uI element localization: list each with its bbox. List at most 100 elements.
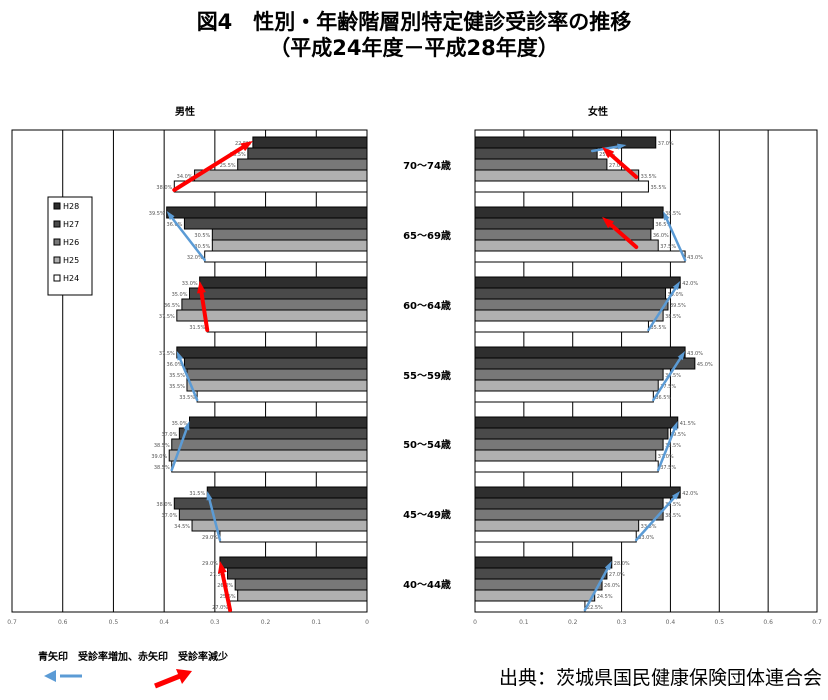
- panel-title-female: 女性: [588, 107, 608, 118]
- data-label: 33.5%: [641, 174, 657, 180]
- bar-h28: [474, 206, 664, 219]
- bar-h25: [474, 379, 659, 392]
- bar-h25: [194, 169, 368, 182]
- data-label: 27.5%: [210, 572, 226, 578]
- data-label: 33.5%: [179, 395, 195, 401]
- blue-arrow-head: [672, 281, 681, 291]
- data-label: 37.0%: [161, 513, 177, 519]
- data-label: 30.5%: [194, 244, 210, 250]
- data-label: 33.0%: [638, 535, 654, 541]
- tick-label: 0.2: [568, 619, 578, 626]
- age-label-70-74: 70～74歳: [403, 161, 451, 172]
- red-arrow: [220, 570, 233, 612]
- tick-label: 0.4: [666, 619, 676, 626]
- red-arrow: [199, 290, 210, 332]
- bar-h25: [474, 309, 664, 322]
- data-label: 34.5%: [174, 524, 190, 530]
- data-label: 45.0%: [697, 362, 713, 368]
- bar-h27: [474, 287, 667, 300]
- red-arrow: [172, 145, 245, 192]
- blue-arrow-head: [604, 561, 612, 571]
- bar-h27: [173, 497, 368, 510]
- data-label: 32.0%: [187, 255, 203, 261]
- data-label: 37.5%: [159, 351, 175, 357]
- bar-h24: [229, 600, 368, 613]
- legend-label: H27: [63, 220, 79, 229]
- data-label: 23.5%: [230, 152, 246, 158]
- data-label: 38.5%: [665, 211, 681, 217]
- bar-h24: [173, 180, 368, 193]
- bar-h25: [211, 239, 368, 252]
- data-label: 29.0%: [202, 535, 218, 541]
- data-label: 39.0%: [151, 454, 167, 460]
- bar-h24: [474, 250, 686, 263]
- blue-arrow-head: [206, 491, 213, 501]
- legend-label: H26: [63, 238, 79, 247]
- bar-h27: [474, 357, 696, 370]
- legend-red-arrow: [154, 673, 181, 689]
- legend-swatch-h26: [53, 238, 61, 246]
- chart-title: 図4 性別・年齢階層別特定健診受診率の推移: [196, 10, 632, 34]
- data-label: 41.5%: [680, 421, 696, 427]
- bar-h28: [474, 416, 679, 429]
- bar-h27: [474, 427, 669, 440]
- blue-arrow-head: [671, 491, 681, 500]
- age-label-65-69: 65～69歳: [403, 231, 451, 242]
- age-label-60-64: 60～64歳: [403, 301, 451, 312]
- data-label: 43.0%: [687, 255, 703, 261]
- data-label: 42.0%: [682, 491, 698, 497]
- data-label: 28.0%: [614, 561, 630, 567]
- data-label: 38.5%: [154, 465, 170, 471]
- data-label: 39.0%: [668, 292, 684, 298]
- bar-h25: [474, 449, 657, 462]
- legend-blue-arrow-head: [44, 670, 56, 682]
- bar-h28: [474, 276, 681, 289]
- blue-arrow-head: [617, 143, 627, 150]
- data-label: 35.5%: [169, 384, 185, 390]
- legend-swatch-h28: [53, 202, 61, 210]
- bar-h28: [474, 136, 657, 149]
- bar-h25: [237, 589, 368, 602]
- bar-h27: [227, 567, 368, 580]
- tick-label: 0.1: [312, 619, 322, 626]
- bar-h27: [183, 217, 368, 230]
- data-label: 27.0%: [609, 572, 625, 578]
- data-label: 36.0%: [167, 222, 183, 228]
- tick-label: 0.4: [159, 619, 169, 626]
- data-label: 39.5%: [670, 303, 686, 309]
- data-label: 27.0%: [609, 163, 625, 169]
- data-label: 24.5%: [597, 594, 613, 600]
- bar-h26: [181, 298, 368, 311]
- blue-arrow: [583, 567, 609, 612]
- bar-h24: [474, 460, 659, 473]
- data-label: 36.0%: [653, 233, 669, 239]
- age-label-55-59: 55～59歳: [403, 371, 451, 382]
- bar-h27: [474, 147, 598, 160]
- data-label: 34.0%: [177, 174, 193, 180]
- data-label: 38.5%: [665, 443, 681, 449]
- bar-h26: [474, 508, 664, 521]
- tick-label: 0.7: [7, 619, 17, 626]
- data-label: 36.5%: [164, 303, 180, 309]
- bar-h28: [206, 486, 368, 499]
- blue-arrow-head: [183, 421, 190, 431]
- bar-h27: [189, 287, 368, 300]
- bar-h28: [252, 136, 368, 149]
- data-label: 31.5%: [189, 325, 205, 331]
- bar-h28: [176, 346, 368, 359]
- bar-h24: [474, 390, 654, 403]
- data-label: 36.0%: [167, 362, 183, 368]
- tick-label: 0: [473, 619, 477, 626]
- bar-h24: [204, 250, 368, 263]
- data-label: 39.5%: [670, 432, 686, 438]
- bar-h25: [474, 519, 640, 532]
- blue-arrow: [656, 428, 676, 472]
- legend-label: H24: [63, 274, 79, 283]
- bar-h24: [474, 320, 649, 333]
- tick-label: 0.1: [519, 619, 529, 626]
- bar-h27: [474, 497, 664, 510]
- bar-h24: [219, 530, 368, 543]
- blue-arrow-head: [677, 351, 686, 361]
- bar-h26: [178, 508, 368, 521]
